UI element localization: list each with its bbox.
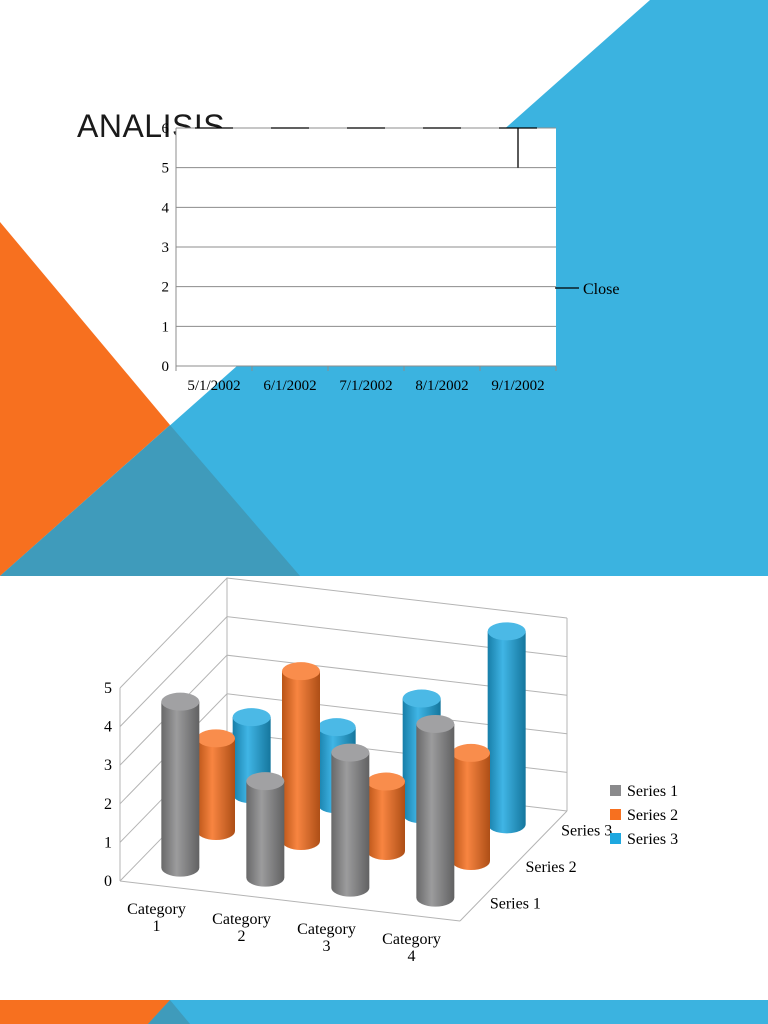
gridline bbox=[119, 577, 568, 689]
cylinder-body bbox=[452, 752, 490, 870]
cylinder-body bbox=[197, 738, 235, 840]
floor-right-edge bbox=[459, 810, 568, 922]
legend-swatch bbox=[610, 785, 621, 796]
cylinder-bar bbox=[367, 772, 405, 860]
slide-2-footer bbox=[0, 1000, 768, 1024]
cylinder-top bbox=[331, 743, 370, 762]
cylinder-body bbox=[161, 701, 200, 877]
footer-teal-band bbox=[148, 1000, 190, 1024]
slide-2: 0 1 2 3 4 5 Category 1 Category 2 Category 3 Categor… bbox=[0, 576, 768, 1024]
x-tick-label-line: 2 bbox=[238, 928, 246, 945]
cylinder-top bbox=[487, 622, 526, 641]
x-tick-label: 7/1/2002 bbox=[339, 378, 392, 394]
floor-front-edge bbox=[119, 880, 461, 922]
footer-orange-band bbox=[0, 1000, 170, 1024]
legend-swatch bbox=[610, 809, 621, 820]
x-tick-label: 9/1/2002 bbox=[491, 378, 544, 394]
cylinder-top bbox=[416, 714, 455, 733]
cylinder-top bbox=[246, 772, 285, 791]
legend-label: Series 1 bbox=[627, 783, 678, 800]
cylinder-bar bbox=[331, 743, 370, 897]
gridline bbox=[119, 654, 568, 766]
depth-axis-label: Series 3 bbox=[561, 822, 612, 839]
y-tick-label: 0 bbox=[104, 873, 112, 890]
cylinder-bar bbox=[197, 729, 235, 840]
legend-swatch bbox=[610, 833, 621, 844]
cylinder-body bbox=[282, 671, 320, 850]
cylinder-bar bbox=[161, 692, 200, 877]
legend-label: Series 2 bbox=[627, 807, 678, 824]
y-tick-label: 5 bbox=[162, 161, 170, 177]
y-tick-label: 3 bbox=[104, 757, 112, 774]
teal-triangle-shape bbox=[0, 425, 300, 576]
y-tick-label: 3 bbox=[162, 240, 170, 256]
cylinder-bar bbox=[452, 743, 490, 870]
x-tick-label: Category 1 bbox=[127, 901, 186, 935]
x-tick-label-line: 4 bbox=[408, 948, 416, 965]
y-tick-label: 4 bbox=[162, 200, 170, 216]
x-tick-label: 8/1/2002 bbox=[415, 378, 468, 394]
legend-label: Close bbox=[583, 281, 619, 298]
cylinder-body bbox=[246, 781, 285, 887]
cylinder-bar bbox=[416, 714, 455, 907]
y-tick-label: 0 bbox=[162, 359, 170, 375]
cylinder-top bbox=[197, 729, 235, 748]
x-tick-label: Category 4 bbox=[382, 931, 441, 965]
y-tick-label: 5 bbox=[104, 680, 112, 697]
x-tick-label: Category 2 bbox=[212, 911, 271, 945]
x-tick-label-line: Category bbox=[382, 931, 441, 948]
x-tick-label: 6/1/2002 bbox=[263, 378, 316, 394]
gridline bbox=[119, 616, 568, 727]
cylinder-top bbox=[317, 718, 356, 737]
cylinder-top bbox=[367, 772, 405, 791]
legend-label: Series 3 bbox=[627, 831, 678, 848]
depth-axis-label: Series 2 bbox=[526, 859, 577, 876]
cylinder-top bbox=[402, 689, 441, 708]
y-tick-label: 1 bbox=[104, 834, 112, 851]
y-tick-label: 4 bbox=[104, 719, 112, 736]
cylinder-body bbox=[487, 631, 526, 834]
slide-1: ANALISIS 0 1 2 3 4 5 6 5/1/2002 6/1/2002 7/1/2002… bbox=[0, 0, 768, 576]
y-tick-label: 2 bbox=[104, 796, 112, 813]
x-tick-label: Category 3 bbox=[297, 921, 356, 955]
cylinder-top bbox=[232, 708, 271, 727]
x-tick-label: 5/1/2002 bbox=[187, 378, 240, 394]
cylinder-bar bbox=[282, 662, 320, 850]
cylinder-bar bbox=[246, 772, 285, 887]
cylinder-body bbox=[416, 723, 455, 907]
cylinder-body bbox=[367, 781, 405, 860]
cylinder-top bbox=[282, 662, 320, 681]
orange-triangle-shape bbox=[0, 222, 170, 576]
x-tick-label-line: Category bbox=[127, 901, 186, 918]
line-chart: 0 1 2 3 4 5 6 5/1/2002 6/1/2002 7/1/2002 8/1/2002 9… bbox=[162, 121, 620, 394]
x-tick-label-line: 1 bbox=[153, 918, 161, 935]
cylinder-top bbox=[161, 692, 200, 711]
x-tick-label-line: 3 bbox=[323, 938, 331, 955]
x-tick-label-line: Category bbox=[297, 921, 356, 938]
cylinder-top bbox=[452, 743, 490, 762]
cylinder-body bbox=[331, 752, 370, 897]
y-tick-label: 2 bbox=[162, 280, 170, 296]
x-tick-label-line: Category bbox=[212, 911, 271, 928]
cylinder-bar bbox=[487, 622, 526, 834]
gridline bbox=[119, 693, 568, 805]
y-tick-label: 6 bbox=[162, 121, 170, 137]
y-tick-label: 1 bbox=[162, 319, 170, 335]
depth-axis-label: Series 1 bbox=[490, 896, 541, 913]
